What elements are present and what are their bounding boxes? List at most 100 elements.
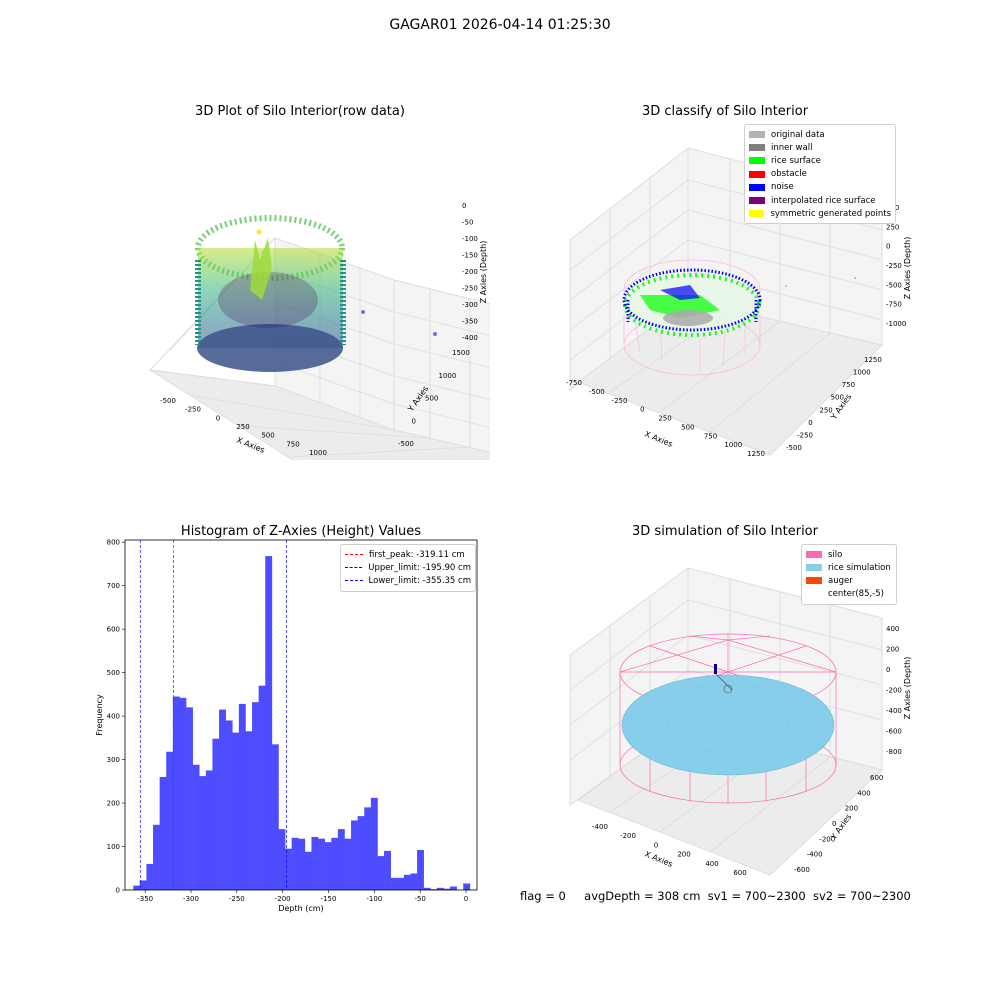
histogram-legend: first_peak: -319.11 cm Upper_limit: -195.… <box>340 544 476 592</box>
histogram-xtick-label: -150 <box>321 895 337 903</box>
classify-xtick-label: 500 <box>681 423 694 431</box>
simulation-ztick-label: 400 <box>886 625 899 633</box>
classify-legend-label: original data <box>771 129 825 140</box>
histogram-bar <box>159 776 167 890</box>
simulation-zticks: 400 200 0 -200 -400 -600 -800 <box>886 625 902 756</box>
classify-ytick-label: 250 <box>819 406 832 414</box>
histogram-bar <box>199 776 207 890</box>
histogram-ytick-label: 800 <box>107 539 120 547</box>
histogram-bar <box>298 838 306 890</box>
classify-legend-label: interpolated rice surface <box>771 195 876 206</box>
histogram-legend-label: first_peak: -319.11 cm <box>369 549 465 560</box>
classify-legend-item: symmetric generated points <box>749 207 891 220</box>
histogram-xticks: -350 -300 -250 -200 -150 -100 -50 0 <box>137 890 468 903</box>
simulation-ztick-label: 200 <box>886 646 899 654</box>
simulation-legend-label: silo <box>828 549 843 560</box>
classify-legend: original data inner wall rice surface obsta… <box>744 124 896 225</box>
histogram-xtick-label: -250 <box>229 895 245 903</box>
histogram-bar <box>245 731 253 890</box>
simulation-ytick-label: -200 <box>819 835 835 843</box>
classify-xticks: -750 -500 -250 0 250 500 750 1000 1250 <box>566 379 765 458</box>
classify-ytick-label: 0 <box>808 419 812 427</box>
histogram-bar <box>436 887 444 890</box>
classify-ytick-label: -500 <box>786 444 802 452</box>
histogram-legend-swatch <box>345 567 363 569</box>
histogram-bar <box>139 880 147 890</box>
histogram-legend-label: Lower_limit: -355.35 cm <box>368 575 471 586</box>
classify-ytick-label: -250 <box>797 431 813 439</box>
classify-ztick-label: -750 <box>886 301 902 309</box>
histogram-bar <box>417 850 424 890</box>
histogram-xtick-label: 0 <box>464 895 468 903</box>
simulation-xtick-label: 400 <box>705 860 718 868</box>
classify-xtick-label: 1250 <box>747 450 765 458</box>
simulation-ztick-label: -600 <box>886 728 902 736</box>
histogram-bar <box>364 807 372 890</box>
simulation-legend-label: rice simulation <box>828 562 891 573</box>
histogram-bar <box>166 751 174 890</box>
histogram-bar <box>324 842 332 890</box>
simulation-xtick-label: 0 <box>654 841 658 849</box>
classify-legend-label: noise <box>771 182 794 193</box>
simulation-legend-swatch <box>806 590 822 598</box>
histogram-bar <box>430 889 438 890</box>
classify-xtick-label: 250 <box>658 415 671 423</box>
simulation-legend-item: silo <box>806 548 892 561</box>
status-sv2: sv2 = 700~2300 <box>812 889 911 903</box>
raw-plot-title: 3D Plot of Silo Interior(row data) <box>195 104 405 119</box>
classify-legend-swatch <box>749 197 765 205</box>
simulation-ytick-label: 600 <box>870 774 883 782</box>
raw-point-cloud <box>195 215 437 372</box>
classify-legend-item: inner wall <box>749 141 891 154</box>
simulation-ytick-label: -400 <box>807 851 823 859</box>
histogram-xtick-label: -50 <box>414 895 425 903</box>
simulation-xtick-label: -200 <box>620 832 636 840</box>
simulation-legend-item: auger <box>806 574 892 587</box>
classify-legend-label: inner wall <box>771 142 813 153</box>
classify-legend-swatch <box>749 157 765 165</box>
classify-legend-swatch <box>749 210 765 218</box>
silo-wireframe <box>619 633 837 804</box>
classify-xlabel: X Axies <box>643 430 674 449</box>
histogram-bar <box>443 888 451 890</box>
histogram-xtick-label: -100 <box>366 895 382 903</box>
classify-xtick-label: -250 <box>612 397 628 405</box>
classify-plot-title: 3D classify of Silo Interior <box>641 104 809 119</box>
simulation-ztick-label: -800 <box>886 748 902 756</box>
histogram-ytick-label: 400 <box>107 713 120 721</box>
histogram-bar <box>219 709 226 890</box>
simulation-ylabel: Y Axies <box>829 812 854 842</box>
histogram-bar <box>344 838 352 890</box>
histogram-legend-swatch <box>345 554 363 556</box>
classify-ylabel: Y Axies <box>829 392 854 422</box>
histogram-bar <box>225 720 233 890</box>
rice-simulation-surface <box>621 674 835 776</box>
histogram-bar <box>463 883 471 890</box>
histogram-bar <box>285 848 292 890</box>
classify-legend-item: obstacle <box>749 168 891 181</box>
classify-legend-label: obstacle <box>771 169 807 180</box>
simulation-zlabel: Z Axies (Depth) <box>903 657 912 720</box>
simulation-ztick-label: -400 <box>886 707 902 715</box>
histogram-bar <box>153 824 160 890</box>
classify-zlabel: Z Axies (Depth) <box>903 237 912 300</box>
simulation-legend-item: center(85,-5) <box>806 588 892 601</box>
simulation-legend-swatch <box>806 564 822 572</box>
classify-xtick-label: 0 <box>640 406 644 414</box>
histogram-ytick-label: 500 <box>107 669 120 677</box>
histogram-bar <box>384 850 391 890</box>
simulation-ztick-label: -200 <box>886 687 902 695</box>
histogram-ytick-label: 0 <box>116 887 120 895</box>
histogram-xtick-label: -200 <box>275 895 291 903</box>
classify-ytick-label: 750 <box>842 381 855 389</box>
histogram-bar <box>351 820 358 890</box>
histogram-legend-item: first_peak: -319.11 cm <box>345 548 471 561</box>
simulation-legend-swatch <box>806 551 822 559</box>
histogram-xtick-label: -350 <box>137 895 153 903</box>
simulation-xtick-label: 600 <box>733 869 746 877</box>
simulation-legend-label: center(85,-5) <box>828 589 884 600</box>
histogram-legend-label: Upper_limit: -195.90 cm <box>368 562 471 573</box>
histogram-reference-lines <box>139 540 287 890</box>
simulation-plot-title: 3D simulation of Silo Interior <box>632 524 818 539</box>
